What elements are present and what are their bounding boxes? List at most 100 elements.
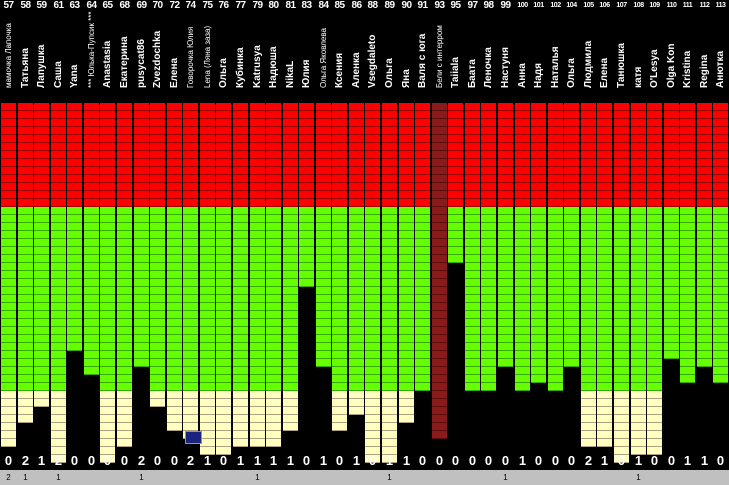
column-98[interactable]: 98 Леночка 0	[480, 0, 498, 485]
red-cell	[266, 183, 281, 191]
column-104[interactable]: 104 Ольга 0	[563, 0, 581, 485]
column-89[interactable]: 89 Ольга 1 1	[381, 0, 399, 485]
column-99[interactable]: 99 Настуня 0 1	[497, 0, 515, 485]
column-57[interactable]: 57 мамочка Лапочка 0 2	[0, 0, 18, 485]
column-100[interactable]: 100 Анна 1	[514, 0, 532, 485]
column-110[interactable]: 110 Olga Kon 0	[663, 0, 681, 485]
column-68[interactable]: 68 Екатерина 0	[116, 0, 134, 485]
red-cell	[200, 183, 215, 191]
column-63[interactable]: 63 Yana 0	[66, 0, 84, 485]
column-101[interactable]: 101 Надя 0	[530, 0, 548, 485]
red-cell	[200, 151, 215, 159]
red-cell	[365, 143, 380, 151]
column-106[interactable]: 106 Елена 1	[596, 0, 614, 485]
progress-cells	[497, 103, 514, 452]
participant-name: Надюша	[267, 46, 279, 88]
red-cell	[531, 119, 546, 127]
column-69[interactable]: 69 pusycat86 2 1	[133, 0, 151, 485]
green-cell	[481, 375, 496, 383]
green-cell	[664, 239, 679, 247]
green-cell	[167, 215, 182, 223]
column-90[interactable]: 90 Яна 1	[398, 0, 416, 485]
green-cell	[680, 287, 695, 295]
column-64[interactable]: 64 *** Юлька-Пупсик *** 0	[83, 0, 101, 485]
green-cell	[664, 311, 679, 319]
selection-cursor[interactable]	[185, 431, 202, 444]
column-65[interactable]: 65 Anastasia 0	[99, 0, 117, 485]
green-cell	[597, 375, 612, 383]
column-102[interactable]: 102 Наталья 0	[547, 0, 565, 485]
column-83[interactable]: 83 Юлия 0	[298, 0, 316, 485]
column-76[interactable]: 76 Ольга 0	[215, 0, 233, 485]
column-58[interactable]: 58 Татьяна 2 1	[17, 0, 35, 485]
column-105[interactable]: 105 Людмила 2	[580, 0, 598, 485]
footer-cell: 1	[381, 470, 399, 485]
green-cell	[117, 375, 132, 383]
score-value: 0	[87, 453, 96, 468]
column-91[interactable]: 91 Валя с юга 0	[414, 0, 432, 485]
column-93[interactable]: 93 Бели с интерром 0	[431, 0, 449, 485]
participant-name: Анютка	[714, 50, 726, 88]
column-111[interactable]: 111 Kristina 1	[679, 0, 697, 485]
column-95[interactable]: 95 Таiiala 0	[447, 0, 465, 485]
column-109[interactable]: 109 O'Lesya 0	[646, 0, 664, 485]
column-number: 64	[86, 0, 97, 11]
column-113[interactable]: 113 Анютка 0	[712, 0, 729, 485]
green-cell	[299, 207, 314, 215]
yellow-cell	[382, 391, 397, 399]
column-107[interactable]: 107 Танюшка 0	[613, 0, 631, 485]
column-81[interactable]: 81 NikaL 1	[282, 0, 300, 485]
green-cell	[51, 359, 66, 367]
red-cell	[465, 111, 480, 119]
red-cell	[216, 119, 231, 127]
progress-cells	[712, 103, 729, 452]
red-cell	[316, 159, 331, 167]
green-cell	[233, 255, 248, 263]
red-cell	[51, 143, 66, 151]
green-cell	[548, 327, 563, 335]
red-cell	[531, 111, 546, 119]
column-74[interactable]: 74 Говорочка Юлия 2	[182, 0, 200, 485]
column-112[interactable]: 112 Regina 1	[696, 0, 714, 485]
column-97[interactable]: 97 Баата 0	[464, 0, 482, 485]
column-86[interactable]: 86 Аленка 1	[348, 0, 366, 485]
column-75[interactable]: 75 Lena (Ляна заза) 1	[199, 0, 217, 485]
column-80[interactable]: 80 Надюша 1	[265, 0, 283, 485]
column-70[interactable]: 70 Zvezdochka 0	[149, 0, 167, 485]
green-cell	[664, 279, 679, 287]
green-cell	[183, 207, 198, 215]
column-72[interactable]: 72 Елена 0	[166, 0, 184, 485]
green-cell	[415, 255, 430, 263]
participant-name: Танюшка	[615, 43, 627, 88]
column-84[interactable]: 84 Ольга Яковлева 1	[315, 0, 333, 485]
column-61[interactable]: 61 Саша 2 1	[50, 0, 68, 485]
dark-cell	[432, 255, 447, 263]
red-cell	[597, 135, 612, 143]
green-cell	[51, 367, 66, 375]
participant-name: Саша	[52, 61, 64, 88]
column-108[interactable]: 108 катя 1 1	[630, 0, 648, 485]
column-59[interactable]: 59 Лапушка 1	[33, 0, 51, 485]
green-cell	[680, 247, 695, 255]
column-77[interactable]: 77 Кубинка 1	[232, 0, 250, 485]
green-cell	[316, 263, 331, 271]
red-cell	[117, 103, 132, 111]
green-cell	[365, 247, 380, 255]
green-cell	[465, 367, 480, 375]
green-cell	[515, 327, 530, 335]
red-cell	[183, 127, 198, 135]
column-88[interactable]: 88 Vsegdaleto 0	[364, 0, 382, 485]
green-cell	[581, 231, 596, 239]
dark-cell	[432, 111, 447, 119]
column-85[interactable]: 85 Ксения 0	[331, 0, 349, 485]
red-cell	[481, 151, 496, 159]
green-cell	[399, 215, 414, 223]
green-cell	[664, 303, 679, 311]
green-cell	[697, 327, 712, 335]
green-cell	[216, 231, 231, 239]
column-79[interactable]: 79 Katrusya 1 1	[249, 0, 267, 485]
red-cell	[465, 119, 480, 127]
participant-name: Говорочка Юлия	[185, 26, 195, 88]
score-value: 1	[37, 453, 46, 468]
red-cell	[382, 135, 397, 143]
